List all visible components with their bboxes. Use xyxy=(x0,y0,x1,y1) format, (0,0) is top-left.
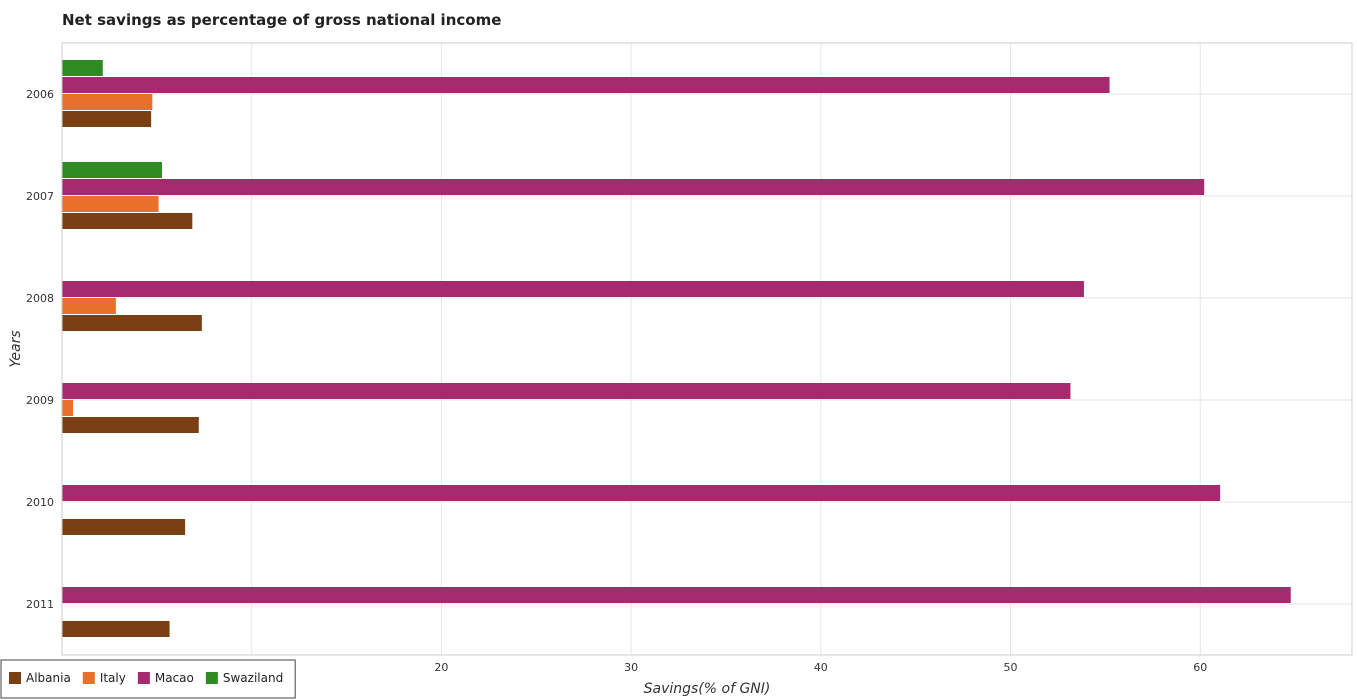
legend-swatch-swaziland xyxy=(205,672,218,684)
bar-italy-2009 xyxy=(62,400,74,416)
bar-macao-2008 xyxy=(62,281,1084,297)
bar-swaziland-2006 xyxy=(62,60,103,76)
y-tick-label: 2008 xyxy=(26,292,54,305)
legend-swatch-albania xyxy=(9,672,21,684)
y-tick-label: 2007 xyxy=(26,190,54,203)
legend-label-albania: Albania xyxy=(26,671,71,685)
bar-italy-2007 xyxy=(62,196,159,212)
y-axis-label: Years xyxy=(8,330,24,367)
x-tick-label: 40 xyxy=(814,661,828,674)
y-tick-label: 2009 xyxy=(26,394,54,407)
bar-albania-2006 xyxy=(62,111,152,127)
y-tick-label: 2010 xyxy=(26,496,54,509)
chart-title: Net savings as percentage of gross natio… xyxy=(62,11,501,29)
legend-swatch-macao xyxy=(137,672,150,684)
bar-albania-2011 xyxy=(62,621,170,637)
bar-italy-2006 xyxy=(62,94,153,110)
bar-macao-2006 xyxy=(62,77,1110,93)
y-tick-label: 2011 xyxy=(26,598,54,611)
grid xyxy=(61,43,1352,655)
legend-label-macao: Macao xyxy=(155,671,194,685)
bar-macao-2010 xyxy=(62,485,1221,501)
x-axis-label: Savings(% of GNI) xyxy=(644,681,771,697)
bar-macao-2011 xyxy=(62,587,1291,603)
bar-albania-2008 xyxy=(62,315,202,331)
bar-albania-2009 xyxy=(62,417,199,433)
x-tick-label: 60 xyxy=(1193,661,1207,674)
bar-swaziland-2007 xyxy=(62,162,162,178)
legend-label-italy: Italy xyxy=(100,671,126,685)
legend-label-swaziland: Swaziland xyxy=(223,671,283,685)
bar-albania-2010 xyxy=(62,519,186,535)
bars xyxy=(62,60,1291,637)
bar-albania-2007 xyxy=(62,213,193,229)
axes: 0102030405060200620072008200920102011 xyxy=(26,42,1353,674)
bar-macao-2007 xyxy=(62,179,1205,195)
plot-frame xyxy=(61,42,1353,656)
x-tick-label: 50 xyxy=(1004,661,1018,674)
y-tick-label: 2006 xyxy=(26,88,54,101)
legend-swatch-italy xyxy=(82,672,95,684)
x-tick-label: 20 xyxy=(434,661,448,674)
bar-italy-2008 xyxy=(62,298,116,314)
legend: Albania Italy Macao Swaziland xyxy=(0,659,296,699)
bar-macao-2009 xyxy=(62,383,1071,399)
x-tick-label: 30 xyxy=(624,661,638,674)
